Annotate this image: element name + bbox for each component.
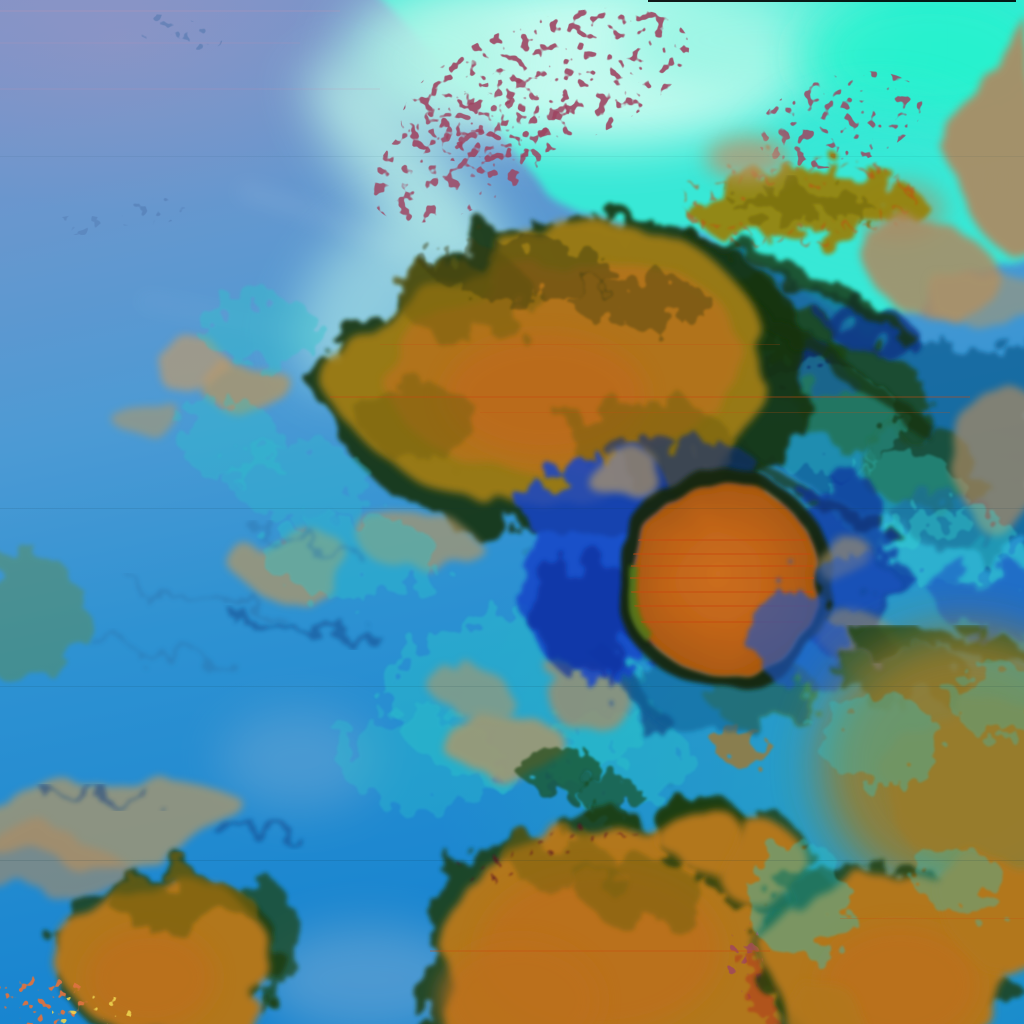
scanline-artifacts bbox=[0, 10, 1024, 952]
bottom-right-region bbox=[750, 552, 1024, 1024]
midfield-patches bbox=[0, 295, 480, 1024]
tan-wedge bbox=[935, 38, 1024, 255]
bottom-left-region bbox=[0, 780, 302, 1024]
bottom-center-orange-mass bbox=[430, 795, 855, 1024]
